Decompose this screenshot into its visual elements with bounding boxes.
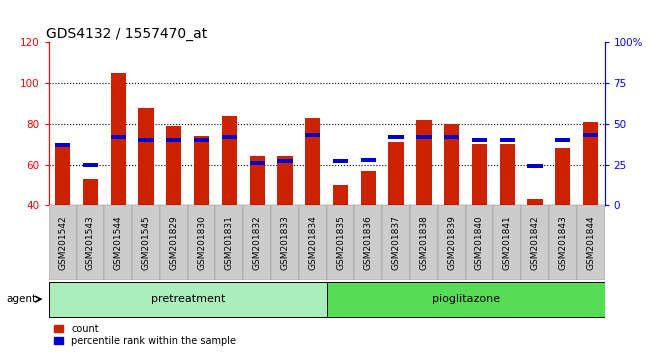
Bar	[216, 205, 243, 280]
Bar	[194, 138, 209, 142]
Bar	[194, 136, 209, 205]
Text: GSM201830: GSM201830	[197, 215, 206, 270]
Bar	[55, 144, 70, 205]
Bar	[188, 205, 216, 280]
Bar	[250, 156, 265, 205]
Text: pioglitazone: pioglitazone	[432, 294, 500, 304]
Bar	[271, 205, 299, 280]
Text: GSM201842: GSM201842	[530, 215, 540, 270]
Bar	[416, 120, 432, 205]
Bar	[166, 138, 181, 142]
Bar	[83, 179, 98, 205]
Bar	[111, 135, 126, 139]
Bar	[416, 135, 432, 139]
Bar	[361, 158, 376, 162]
Text: agent: agent	[6, 294, 36, 304]
Bar	[222, 116, 237, 205]
Text: GSM201544: GSM201544	[114, 215, 123, 270]
Bar	[49, 205, 77, 280]
Bar	[527, 164, 543, 168]
Bar	[521, 205, 549, 280]
Bar	[222, 135, 237, 139]
Bar	[305, 118, 320, 205]
Bar	[389, 142, 404, 205]
Bar	[444, 135, 460, 139]
Bar	[132, 205, 160, 280]
Text: GSM201838: GSM201838	[419, 215, 428, 270]
Bar	[160, 205, 188, 280]
Bar	[326, 205, 354, 280]
Bar	[77, 205, 104, 280]
Bar	[326, 282, 604, 316]
Bar	[250, 161, 265, 165]
Text: GSM201832: GSM201832	[253, 215, 262, 270]
Bar	[500, 144, 515, 205]
Bar	[549, 205, 577, 280]
Bar	[555, 148, 571, 205]
Bar	[583, 122, 598, 205]
Bar	[278, 156, 292, 205]
Bar	[555, 138, 571, 142]
Text: GSM201841: GSM201841	[502, 215, 512, 270]
Bar	[83, 162, 98, 167]
Text: GSM201835: GSM201835	[336, 215, 345, 270]
Bar	[361, 171, 376, 205]
Bar	[166, 126, 181, 205]
Bar	[104, 205, 132, 280]
Text: GDS4132 / 1557470_at: GDS4132 / 1557470_at	[46, 28, 207, 41]
Bar	[472, 138, 487, 142]
Bar	[55, 143, 70, 147]
Bar	[354, 205, 382, 280]
Text: GSM201542: GSM201542	[58, 215, 67, 270]
Bar	[243, 205, 271, 280]
Text: GSM201545: GSM201545	[142, 215, 151, 270]
Bar	[410, 205, 438, 280]
Text: GSM201844: GSM201844	[586, 215, 595, 270]
Text: GSM201839: GSM201839	[447, 215, 456, 270]
Text: GSM201829: GSM201829	[169, 215, 178, 270]
Text: GSM201834: GSM201834	[308, 215, 317, 270]
Bar	[438, 205, 465, 280]
Bar	[49, 282, 326, 316]
Text: pretreatment: pretreatment	[151, 294, 225, 304]
Bar	[577, 205, 604, 280]
Bar	[500, 138, 515, 142]
Bar	[299, 205, 327, 280]
Bar	[305, 133, 320, 137]
Bar	[111, 73, 126, 205]
Bar	[138, 108, 153, 205]
Text: GSM201833: GSM201833	[280, 215, 289, 270]
Text: GSM201843: GSM201843	[558, 215, 567, 270]
Bar	[472, 144, 487, 205]
Text: GSM201543: GSM201543	[86, 215, 95, 270]
Bar	[389, 135, 404, 139]
Text: GSM201840: GSM201840	[475, 215, 484, 270]
Bar	[333, 185, 348, 205]
Bar	[333, 159, 348, 164]
Bar	[382, 205, 410, 280]
Text: GSM201836: GSM201836	[364, 215, 373, 270]
Bar	[527, 199, 543, 205]
Legend: count, percentile rank within the sample: count, percentile rank within the sample	[53, 324, 236, 346]
Bar	[583, 133, 598, 137]
Bar	[138, 138, 153, 142]
Bar	[465, 205, 493, 280]
Text: GSM201837: GSM201837	[391, 215, 400, 270]
Text: GSM201831: GSM201831	[225, 215, 234, 270]
Bar	[493, 205, 521, 280]
Bar	[444, 124, 460, 205]
Bar	[278, 159, 292, 164]
